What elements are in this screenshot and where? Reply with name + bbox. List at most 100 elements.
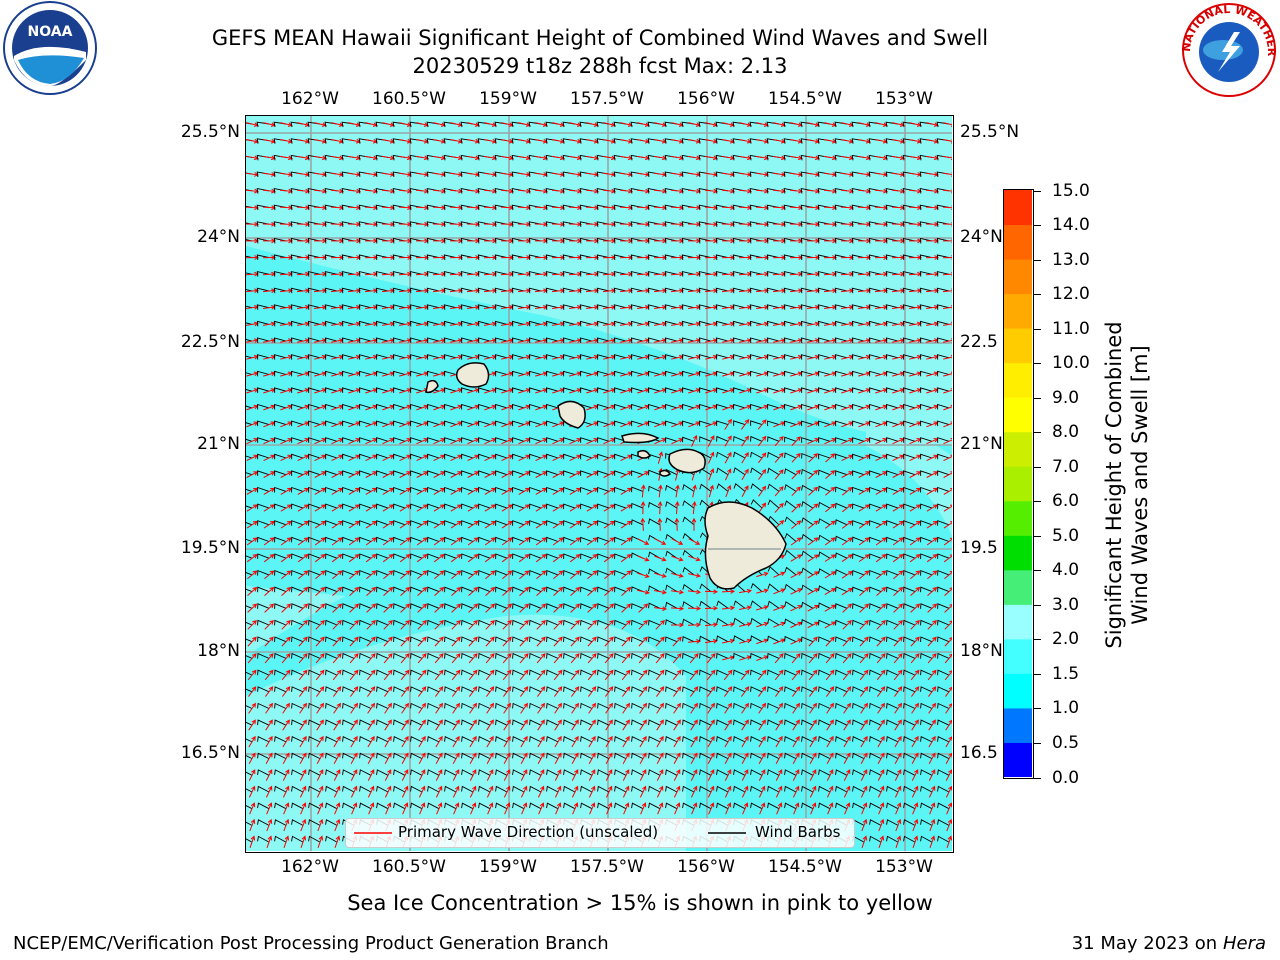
colorbar-segment (1004, 293, 1032, 329)
wind-wave-vectors (246, 121, 953, 848)
colorbar-tick-mark (1034, 363, 1041, 365)
footer-producer: NCEP/EMC/Verification Post Processing Pr… (13, 933, 609, 954)
colorbar-segment (1004, 328, 1032, 364)
lon-label: 156°W (677, 857, 735, 877)
colorbar-tick-mark (1034, 535, 1041, 537)
lat-label: 16.5°N (180, 743, 240, 763)
colorbar-segment (1004, 259, 1032, 295)
lon-label: 154.5°W (768, 89, 842, 109)
colorbar-tick-mark (1034, 397, 1041, 399)
colorbar-tick-label: 0.5 (1052, 732, 1080, 753)
colorbar-tick-label: 0.0 (1052, 767, 1080, 788)
colorbar-tick-label: 6.0 (1052, 491, 1080, 512)
lat-label: 18°N (960, 641, 1003, 661)
colorbar-tick-label: 2.0 (1052, 629, 1080, 650)
wind-barbs-legend-label: Wind Barbs (755, 823, 841, 841)
footer-date-text: 31 May 2023 on (1071, 933, 1218, 954)
colorbar-segment (1004, 535, 1032, 571)
lat-label: 16.5 (960, 743, 998, 763)
lat-label: 19.5°N (180, 538, 240, 558)
lat-label: 21°N (197, 434, 240, 454)
island-molokai (621, 432, 660, 444)
colorbar-title-line2: Wind Waves and Swell [m] (1128, 345, 1152, 625)
lon-label: 153°W (875, 857, 933, 877)
colorbar-tick-mark (1034, 294, 1041, 296)
colorbar-tick-label: 12.0 (1052, 284, 1090, 305)
colorbar-tick-mark (1034, 466, 1041, 468)
colorbar-tick-mark (1034, 225, 1041, 227)
colorbar-tick-label: 1.0 (1052, 698, 1080, 719)
wave-height-zone-north (246, 116, 952, 446)
colorbar-tick-mark (1034, 604, 1041, 606)
map-panel[interactable] (245, 115, 954, 853)
colorbar-segment (1004, 431, 1032, 467)
lon-label: 157.5°W (570, 857, 644, 877)
colorbar-tick-mark (1034, 673, 1041, 675)
noaa-logo-text: NOAA (28, 24, 73, 40)
lon-label: 154.5°W (768, 857, 842, 877)
colorbar-tick-mark (1034, 639, 1041, 641)
lat-label: 22.5 (960, 332, 998, 352)
lat-label: 25.5°N (180, 122, 240, 142)
footer-date: 31 May 2023 on Hera (1072, 933, 1266, 954)
colorbar-segment (1004, 500, 1032, 536)
wave-direction-legend-label: Primary Wave Direction (unscaled) (398, 823, 659, 841)
colorbar-segment (1004, 397, 1032, 433)
wind-barbs-legend-swatch (708, 832, 746, 834)
lat-label: 25.5°N (960, 122, 1020, 142)
lon-label: 157.5°W (570, 89, 644, 109)
colorbar-tick-mark (1034, 708, 1041, 710)
lon-label: 153°W (875, 89, 933, 109)
colorbar-segment (1004, 707, 1032, 743)
island-hawaii (704, 501, 787, 590)
colorbar-tick-label: 9.0 (1052, 387, 1080, 408)
lat-label: 24°N (960, 227, 1003, 247)
lon-label: 156°W (677, 89, 735, 109)
colorbar-segment (1004, 190, 1032, 226)
colorbar-segment (1004, 224, 1032, 260)
island-lanai (637, 449, 651, 459)
lon-label: 159°W (479, 89, 537, 109)
colorbar-tick-mark (1034, 570, 1041, 572)
island-maui (668, 448, 706, 474)
island-niihau (425, 379, 439, 394)
colorbar-tick-mark (1034, 742, 1041, 744)
island-kauai (455, 362, 490, 388)
colorbar-tick-mark (1034, 259, 1041, 261)
wave-direction-legend-swatch (354, 832, 392, 834)
colorbar-tick-label: 7.0 (1052, 456, 1080, 477)
colorbar-tick-label: 5.0 (1052, 525, 1080, 546)
colorbar-tick-mark (1034, 328, 1041, 330)
colorbar-segment (1004, 604, 1032, 640)
colorbar-tick-label: 4.0 (1052, 560, 1080, 581)
lon-label: 159°W (479, 857, 537, 877)
sea-ice-note: Sea Ice Concentration > 15% is shown in … (347, 891, 933, 915)
colorbar-tick-label: 11.0 (1052, 318, 1090, 339)
colorbar (1003, 189, 1034, 779)
colorbar-segment (1004, 742, 1032, 778)
colorbar-tick-label: 13.0 (1052, 249, 1090, 270)
colorbar-segments (1004, 190, 1032, 778)
lon-label: 162°W (281, 857, 339, 877)
chart-title: GEFS MEAN Hawaii Significant Height of C… (211, 26, 989, 50)
wave-height-zone-east (866, 416, 952, 536)
colorbar-tick-mark (1034, 777, 1041, 779)
island-kahoolawe (659, 469, 672, 477)
colorbar-tick-label: 10.0 (1052, 353, 1090, 374)
lon-label: 160.5°W (372, 89, 446, 109)
lat-label: 19.5 (960, 538, 998, 558)
colorbar-tick-label: 1.5 (1052, 663, 1080, 684)
island-oahu (557, 400, 586, 429)
nws-logo: NATIONAL WEATHER SERVICE (1178, 0, 1278, 97)
map-legend: Primary Wave Direction (unscaled) Wind B… (345, 818, 855, 848)
colorbar-segment (1004, 569, 1032, 605)
map-canvas (246, 116, 953, 851)
colorbar-tick-mark (1034, 190, 1041, 192)
colorbar-title-line1: Significant Height of Combined (1102, 321, 1126, 649)
colorbar-tick-label: 14.0 (1052, 215, 1090, 236)
lon-label: 160.5°W (372, 857, 446, 877)
colorbar-tick-label: 15.0 (1052, 180, 1090, 201)
lon-label: 162°W (281, 89, 339, 109)
chart-subtitle: 20230529 t18z 288h fcst Max: 2.13 (412, 54, 788, 78)
lat-label: 18°N (197, 641, 240, 661)
